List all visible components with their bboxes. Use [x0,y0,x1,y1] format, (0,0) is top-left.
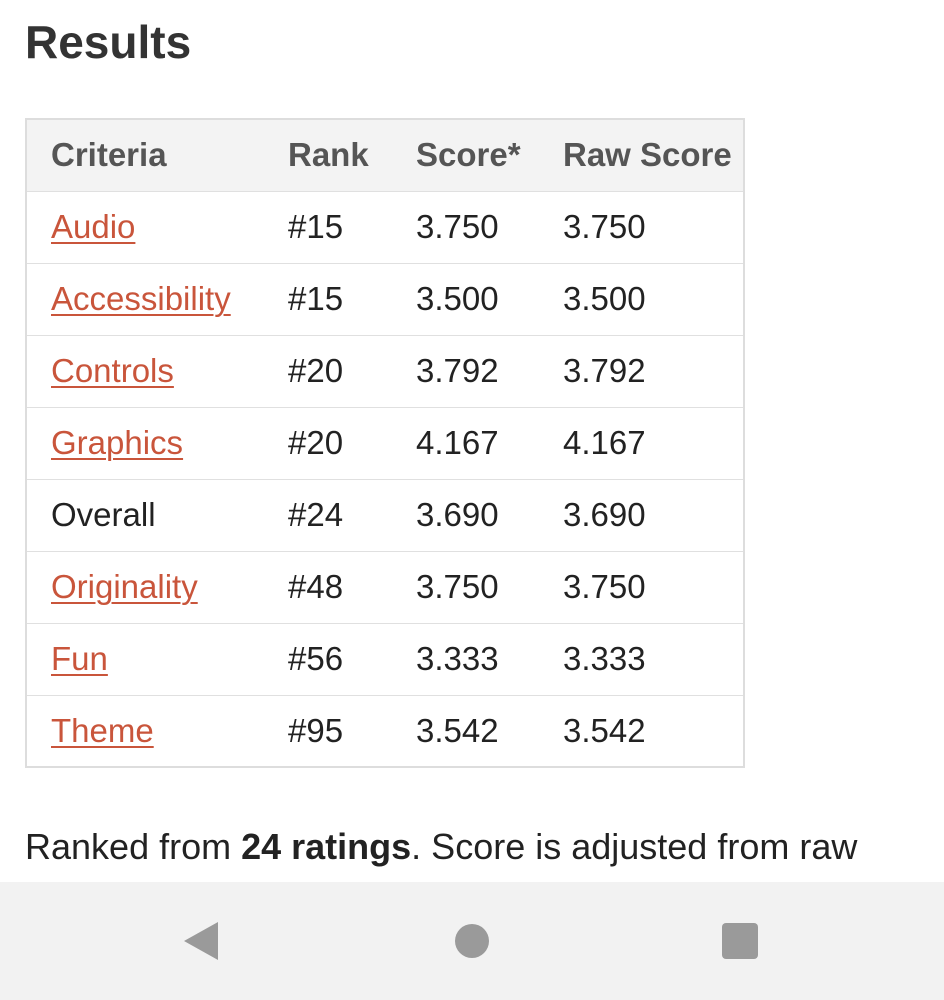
table-row: Fun #56 3.333 3.333 [26,622,744,695]
back-icon [184,922,218,960]
cell-score: 4.167 [416,406,563,479]
table-body: Audio #15 3.750 3.750 Accessibility #15 3.500 3… [26,190,744,767]
criteria-link[interactable]: Accessibility [51,280,231,317]
cell-criteria: Originality [26,550,288,623]
recents-button[interactable] [680,882,800,1000]
android-nav-bar [0,882,944,1000]
cell-score: 3.690 [416,478,563,551]
cell-rank: #48 [288,550,416,623]
table-row: Theme #95 3.542 3.542 [26,694,744,767]
cell-raw-score: 4.167 [563,406,744,479]
results-table: Criteria Rank Score* Raw Score Audio #15 3… [25,118,745,768]
recents-icon [722,923,758,959]
cell-criteria: Overall [26,478,288,551]
cell-raw-score: 3.690 [563,478,744,551]
header-rank: Rank [288,136,369,174]
cell-rank: #56 [288,622,416,695]
criteria-link[interactable]: Theme [51,711,154,749]
criteria-link[interactable]: Graphics [51,424,184,461]
cell-score: 3.750 [416,190,563,263]
header-raw-score: Raw Score [563,136,732,174]
page-title: Results [25,16,192,68]
cell-criteria: Fun [26,622,288,695]
header-score: Score* [416,136,521,174]
cell-rank: #24 [288,478,416,551]
criteria-label: Overall [51,496,156,533]
cell-criteria: Theme [26,694,288,767]
summary-suffix: . Score is adjusted from raw [411,826,858,867]
cell-score: 3.792 [416,334,563,407]
criteria-link[interactable]: Fun [51,640,108,677]
table-row: Controls #20 3.792 3.792 [26,334,744,407]
home-icon [455,924,489,958]
cell-rank: #95 [288,694,416,767]
cell-rank: #15 [288,190,416,263]
table-row: Graphics #20 4.167 4.167 [26,406,744,479]
criteria-link[interactable]: Controls [51,352,174,389]
criteria-link[interactable]: Originality [51,568,198,605]
cell-rank: #20 [288,406,416,479]
cell-raw-score: 3.542 [563,694,744,767]
table-row: Overall #24 3.690 3.690 [26,478,744,551]
cell-score: 3.333 [416,622,563,695]
table-header-row: Criteria Rank Score* Raw Score [26,119,744,191]
cell-raw-score: 3.500 [563,262,744,335]
header-criteria: Criteria [51,136,167,174]
cell-criteria: Controls [26,334,288,407]
cell-criteria: Audio [26,190,288,263]
cell-criteria: Accessibility [26,262,288,335]
home-button[interactable] [412,882,532,1000]
cell-raw-score: 3.750 [563,550,744,623]
criteria-link[interactable]: Audio [51,208,136,245]
ratings-summary: Ranked from 24 ratings. Score is adjuste… [25,822,857,872]
cell-raw-score: 3.750 [563,190,744,263]
ratings-count: 24 ratings [241,826,412,867]
cell-score: 3.750 [416,550,563,623]
cell-raw-score: 3.792 [563,334,744,407]
cell-rank: #20 [288,334,416,407]
cell-score: 3.500 [416,262,563,335]
cell-score: 3.542 [416,694,563,767]
table-header: Criteria Rank Score* Raw Score [26,119,744,191]
cell-rank: #15 [288,262,416,335]
cell-criteria: Graphics [26,406,288,479]
table-row: Audio #15 3.750 3.750 [26,190,744,263]
cell-raw-score: 3.333 [563,622,744,695]
back-button[interactable] [141,882,261,1000]
table-row: Accessibility #15 3.500 3.500 [26,262,744,335]
table-row: Originality #48 3.750 3.750 [26,550,744,623]
summary-prefix: Ranked from [25,826,242,867]
